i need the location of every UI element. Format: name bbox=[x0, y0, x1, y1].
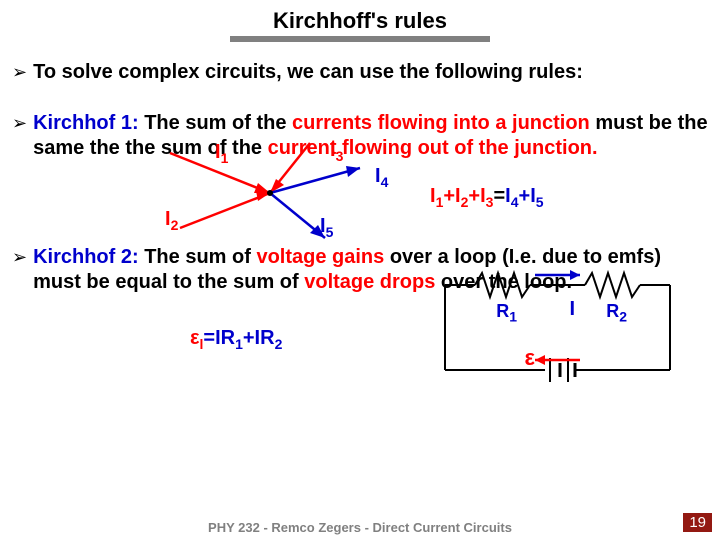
emf-equation: εl=IR1+IR2 bbox=[190, 327, 282, 352]
kirchhof2-label: Kirchhof 2: bbox=[33, 246, 139, 268]
eps-label: ε bbox=[525, 345, 535, 371]
bullet-1-text: To solve complex circuits, we can use th… bbox=[33, 60, 583, 85]
I5-label: I5 bbox=[320, 215, 333, 240]
R1-label: R1 bbox=[496, 301, 517, 325]
junction-diagram: I1 I2 I3 I4 I5 I1+I2+I3=I4+I5 bbox=[50, 133, 720, 243]
slide-title: Kirchhoff's rules bbox=[0, 0, 720, 34]
I-label: I bbox=[569, 298, 575, 321]
I2-label: I2 bbox=[165, 208, 178, 233]
I3-label: I3 bbox=[330, 139, 343, 164]
arrow-icon: ➢ bbox=[12, 62, 27, 83]
footer-text: PHY 232 - Remco Zegers - Direct Current … bbox=[0, 520, 720, 535]
page-number: 19 bbox=[683, 513, 712, 532]
kirchhof1-label: Kirchhof 1: bbox=[33, 112, 139, 134]
arrow-icon: ➢ bbox=[12, 113, 27, 134]
title-underline bbox=[230, 36, 490, 42]
junction-equation: I1+I2+I3=I4+I5 bbox=[430, 185, 544, 210]
bullet-1: ➢ To solve complex circuits, we can use … bbox=[0, 60, 720, 85]
arrow-icon: ➢ bbox=[12, 247, 27, 268]
I1-label: I1 bbox=[215, 141, 228, 166]
loop-diagram-area: εl=IR1+IR2 R1 I R2 ε bbox=[0, 295, 720, 395]
circuit-svg bbox=[430, 265, 690, 395]
R2-label: R2 bbox=[606, 301, 627, 325]
I4-label: I4 bbox=[375, 165, 388, 190]
